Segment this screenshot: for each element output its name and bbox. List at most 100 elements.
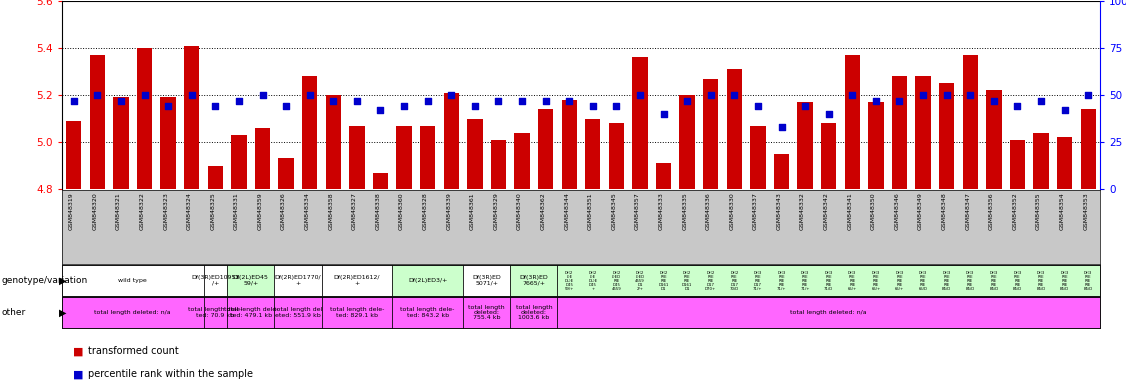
- Text: Df(2
L)ED
4559
D1
2/+: Df(2 L)ED 4559 D1 2/+: [635, 270, 645, 291]
- Point: [820, 111, 838, 117]
- Bar: [774, 154, 789, 189]
- Text: Df(2R)ED1770/
+: Df(2R)ED1770/ +: [275, 275, 321, 286]
- Bar: [90, 55, 105, 189]
- Bar: [633, 57, 647, 189]
- Bar: [1034, 132, 1048, 189]
- Point: [277, 103, 295, 109]
- Text: GSM848333: GSM848333: [659, 192, 663, 230]
- Point: [772, 124, 790, 130]
- Text: GSM848336: GSM848336: [706, 192, 711, 230]
- Text: Df(2
L)E
DL)E
D45
59/+: Df(2 L)E DL)E D45 59/+: [564, 270, 574, 291]
- Point: [914, 92, 932, 98]
- Bar: [204, 265, 227, 296]
- Text: Df(3
R)E
RIE
RIE
65/+: Df(3 R)E RIE RIE 65/+: [872, 270, 881, 291]
- Point: [466, 103, 484, 109]
- Text: GSM848356: GSM848356: [989, 192, 994, 230]
- Point: [843, 92, 861, 98]
- Bar: [510, 265, 557, 296]
- Bar: [463, 297, 510, 328]
- Bar: [420, 126, 436, 189]
- Text: GSM848319: GSM848319: [69, 192, 74, 230]
- Point: [938, 92, 956, 98]
- Text: GSM848320: GSM848320: [92, 192, 97, 230]
- Point: [537, 98, 555, 104]
- Point: [490, 98, 508, 104]
- Bar: [986, 90, 1001, 189]
- Text: Df(3
R)E
RIE
RIE
B5/D: Df(3 R)E RIE RIE B5/D: [1036, 270, 1046, 291]
- Bar: [844, 55, 860, 189]
- Text: GSM848338: GSM848338: [375, 192, 381, 230]
- Bar: [797, 102, 813, 189]
- Text: Df(3
R)E
RIE
D17
71/+: Df(3 R)E RIE D17 71/+: [753, 270, 762, 291]
- Bar: [538, 109, 553, 189]
- Bar: [703, 79, 718, 189]
- Point: [1079, 92, 1097, 98]
- Text: total length
deleted:
755.4 kb: total length deleted: 755.4 kb: [468, 305, 504, 320]
- Bar: [557, 297, 1100, 328]
- Text: GSM848351: GSM848351: [588, 192, 592, 230]
- Point: [1009, 103, 1027, 109]
- Point: [985, 98, 1003, 104]
- Text: GSM848335: GSM848335: [682, 192, 687, 230]
- Text: GSM848345: GSM848345: [611, 192, 616, 230]
- Text: GSM848357: GSM848357: [635, 192, 640, 230]
- Text: transformed count: transformed count: [88, 346, 179, 356]
- Bar: [892, 76, 908, 189]
- Text: GSM848339: GSM848339: [446, 192, 452, 230]
- Text: Df(3R)ED10953
/+: Df(3R)ED10953 /+: [191, 275, 240, 286]
- Bar: [510, 297, 557, 328]
- Point: [583, 103, 601, 109]
- Bar: [444, 93, 459, 189]
- Text: GSM848341: GSM848341: [847, 192, 852, 230]
- Point: [301, 92, 319, 98]
- Bar: [275, 297, 322, 328]
- Point: [135, 92, 153, 98]
- Text: total length deleted: n/a: total length deleted: n/a: [95, 310, 171, 315]
- Text: Df(3R)ED
5071/+: Df(3R)ED 5071/+: [472, 275, 501, 286]
- Text: percentile rank within the sample: percentile rank within the sample: [88, 369, 253, 379]
- Bar: [322, 265, 392, 296]
- Bar: [302, 76, 318, 189]
- Text: GSM848325: GSM848325: [211, 192, 215, 230]
- Point: [654, 111, 672, 117]
- Bar: [963, 55, 977, 189]
- Bar: [392, 265, 463, 296]
- Text: GSM848340: GSM848340: [517, 192, 522, 230]
- Bar: [679, 95, 695, 189]
- Text: GSM848349: GSM848349: [918, 192, 923, 230]
- Text: GSM848321: GSM848321: [116, 192, 120, 230]
- Point: [1055, 107, 1073, 113]
- Text: Df(3
R)E
RIE
RIE
B5/D: Df(3 R)E RIE RIE B5/D: [942, 270, 951, 291]
- Text: Df(2
L)E
DL)E
D45
+: Df(2 L)E DL)E D45 +: [588, 270, 598, 291]
- Point: [395, 103, 413, 109]
- Text: Df(3
R)E
RIE
RIE
B5/D: Df(3 R)E RIE RIE B5/D: [1060, 270, 1070, 291]
- Text: GSM848337: GSM848337: [753, 192, 758, 230]
- Point: [561, 98, 579, 104]
- Text: GSM848354: GSM848354: [1060, 192, 1064, 230]
- Text: GSM848347: GSM848347: [965, 192, 971, 230]
- Point: [324, 98, 342, 104]
- Bar: [349, 126, 365, 189]
- Text: GSM848327: GSM848327: [352, 192, 357, 230]
- Bar: [161, 98, 176, 189]
- Bar: [325, 95, 341, 189]
- Text: Df(2L)ED3/+: Df(2L)ED3/+: [408, 278, 447, 283]
- Bar: [491, 140, 506, 189]
- Text: total length dele-
ted: 479.1 kb: total length dele- ted: 479.1 kb: [224, 307, 278, 318]
- Text: GSM848330: GSM848330: [730, 192, 734, 230]
- Text: total length dele-
ted: 843.2 kb: total length dele- ted: 843.2 kb: [401, 307, 455, 318]
- Text: total length deleted: n/a: total length deleted: n/a: [790, 310, 867, 315]
- Point: [678, 98, 696, 104]
- Text: Df(3
R)E
RIE
RIE
65/+: Df(3 R)E RIE RIE 65/+: [895, 270, 904, 291]
- Text: GSM848362: GSM848362: [540, 192, 546, 230]
- Bar: [254, 128, 270, 189]
- Bar: [515, 132, 529, 189]
- Text: Df(3R)ED
7665/+: Df(3R)ED 7665/+: [519, 275, 548, 286]
- Bar: [275, 265, 322, 296]
- Text: Df(3
R)E
RIE
RIE
71/+: Df(3 R)E RIE RIE 71/+: [777, 270, 786, 291]
- Bar: [915, 76, 931, 189]
- Text: Df(2
R)E
RIE
D17
70/D: Df(2 R)E RIE D17 70/D: [730, 270, 739, 291]
- Text: Df(2
L)ED
RIE
D45
4559: Df(2 L)ED RIE D45 4559: [611, 270, 622, 291]
- Bar: [204, 297, 227, 328]
- Bar: [62, 297, 204, 328]
